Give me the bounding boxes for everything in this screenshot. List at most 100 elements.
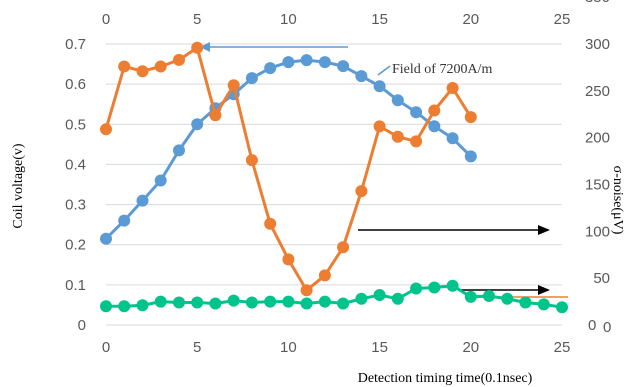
- data-point: [154, 174, 167, 187]
- data-point: [300, 54, 313, 67]
- series-line-0: [104, 58, 472, 240]
- data-point: [136, 299, 149, 312]
- data-point: [227, 294, 240, 307]
- data-point: [519, 296, 532, 309]
- data-point: [282, 56, 295, 69]
- data-point: [173, 144, 185, 157]
- data-point: [428, 281, 441, 294]
- data-point: [410, 135, 423, 148]
- y-left-tick-label: 0.3: [65, 197, 86, 214]
- data-point: [318, 295, 331, 308]
- y-left-tick-label: 0.5: [65, 116, 86, 133]
- data-point: [173, 296, 185, 309]
- data-point: [446, 132, 459, 145]
- x-tick-label-top: 15: [371, 11, 388, 28]
- y-left-tick-label: 0.7: [65, 36, 86, 53]
- data-point: [373, 80, 386, 93]
- x-tick-label-top: 5: [193, 11, 201, 28]
- data-point: [391, 130, 404, 143]
- x-tick-label-top: 20: [462, 11, 479, 28]
- data-point: [100, 123, 112, 136]
- data-point: [410, 106, 423, 119]
- x-tick-label: 25: [554, 339, 571, 356]
- x-tick-label-top: 10: [280, 11, 297, 28]
- data-point: [209, 109, 222, 122]
- data-point: [318, 269, 331, 282]
- data-point: [136, 65, 149, 78]
- y-right-extra-label: 0: [603, 319, 611, 336]
- data-point: [556, 301, 568, 314]
- data-point: [191, 41, 204, 54]
- data-point: [337, 60, 350, 73]
- data-point: [391, 94, 404, 107]
- data-point: [245, 72, 258, 85]
- y-left-tick-label: 0.1: [65, 277, 86, 294]
- tick-labels: 0055101015152020252500.10.20.30.40.50.60…: [65, 0, 611, 356]
- data-point: [428, 104, 441, 117]
- x-tick-label: 15: [371, 339, 388, 356]
- data-point: [446, 82, 459, 94]
- data-point: [118, 60, 131, 73]
- data-point: [245, 296, 258, 309]
- data-point: [318, 56, 331, 69]
- data-point: [355, 185, 368, 198]
- x-tick-label: 20: [462, 339, 479, 356]
- y-axis-right-title: σ-noise(μV): [610, 166, 625, 235]
- data-point: [373, 120, 386, 133]
- y-right-tick-label: 50: [593, 270, 610, 287]
- x-tick-label: 10: [280, 339, 297, 356]
- data-point: [300, 284, 313, 297]
- y-right-tick-label: 300: [585, 36, 610, 53]
- y-right-tick-label: 150: [585, 177, 610, 194]
- data-point: [173, 53, 185, 66]
- y-right-tick-label: 350: [585, 0, 610, 6]
- data-point: [154, 295, 167, 308]
- data-point: [118, 214, 131, 227]
- x-tick-label-top: 0: [102, 11, 110, 28]
- y-left-tick-label: 0: [78, 317, 86, 334]
- data-point: [391, 292, 404, 305]
- data-point: [446, 279, 459, 292]
- data-point: [464, 111, 477, 124]
- data-point: [337, 241, 350, 254]
- data-point: [300, 297, 313, 310]
- x-tick-label: 0: [102, 339, 110, 356]
- y-right-tick-label: 100: [585, 223, 610, 240]
- data-point: [191, 296, 204, 309]
- data-point: [264, 217, 277, 230]
- data-point: [264, 295, 277, 308]
- y-left-tick-label: 0.6: [65, 76, 86, 93]
- y-left-tick-label: 0.4: [65, 156, 86, 173]
- x-tick-label-top: 25: [554, 11, 571, 28]
- data-point: [410, 282, 423, 295]
- data-point: [501, 292, 514, 305]
- grid-lines: [106, 43, 562, 326]
- data-point: [337, 297, 350, 310]
- data-point: [118, 300, 131, 313]
- data-point: [464, 150, 477, 163]
- data-point: [154, 60, 167, 73]
- data-point: [100, 300, 112, 313]
- x-tick-label: 5: [193, 339, 201, 356]
- data-point: [245, 154, 258, 167]
- annotation-field-label: Field of 7200A/m: [392, 62, 492, 77]
- data-point: [227, 79, 240, 92]
- series-group: [100, 41, 568, 314]
- data-point: [191, 118, 204, 131]
- y-right-tick-label: 250: [585, 83, 610, 100]
- data-point: [136, 194, 149, 207]
- y-right-tick-label: 0: [588, 317, 596, 334]
- annotation-arrows: [200, 42, 568, 298]
- data-point: [209, 297, 222, 310]
- data-point: [282, 295, 295, 308]
- y-left-tick-label: 0.2: [65, 237, 86, 254]
- data-point: [264, 62, 277, 75]
- data-point: [282, 253, 295, 266]
- data-point: [355, 70, 368, 83]
- data-point: [100, 232, 112, 245]
- data-point: [373, 289, 386, 301]
- x-axis-title: Detection timing time(0.1nsec): [358, 371, 533, 386]
- y-right-tick-label: 200: [585, 130, 610, 147]
- y-axis-left-title: Coil voltage(v): [11, 143, 26, 228]
